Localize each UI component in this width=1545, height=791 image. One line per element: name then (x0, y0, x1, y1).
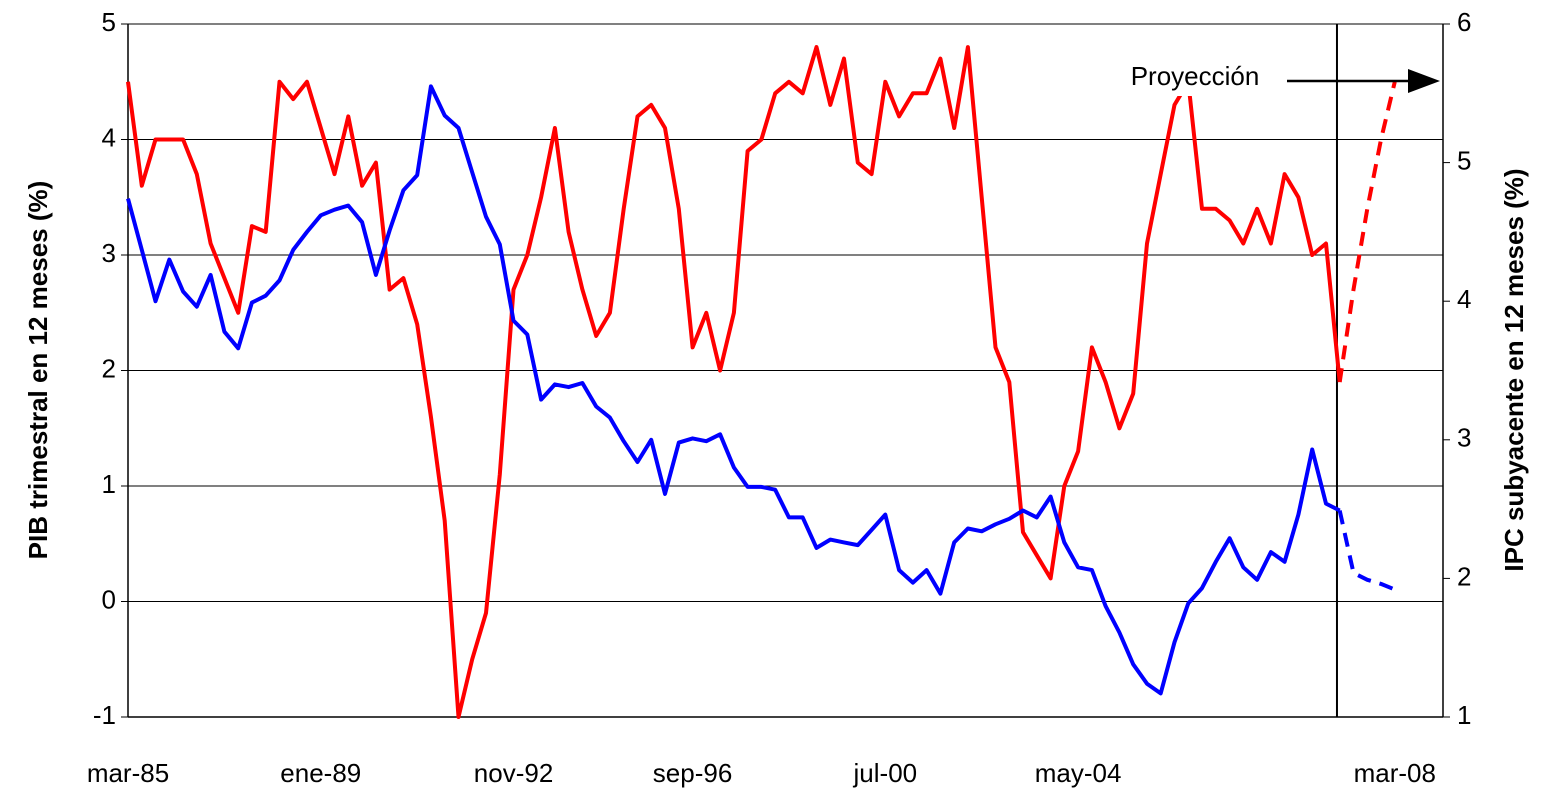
y-tick-label: 2 (102, 353, 116, 383)
series-line (1337, 510, 1396, 592)
annotation: Proyección (1131, 61, 1260, 91)
y2-tick-label: 4 (1457, 284, 1471, 314)
x-tick-label: mar-08 (1354, 758, 1436, 788)
series-line (126, 84, 1341, 696)
y2-axis-title: IPC subyacente en 12 meses (%) (1499, 168, 1529, 571)
y2-tick-label: 5 (1457, 145, 1471, 175)
x-tick-label: mar-85 (87, 758, 169, 788)
y-tick-label: -1 (93, 700, 116, 730)
y2-tick-label: 2 (1457, 561, 1471, 591)
series-line (1337, 81, 1397, 383)
y-tick-label: 3 (102, 238, 116, 268)
y-tick-label: 5 (102, 7, 116, 37)
x-tick-label: jul-00 (853, 758, 918, 788)
x-tick-label: nov-92 (474, 758, 554, 788)
y-axis-title: PIB trimestral en 12 meses (%) (23, 181, 53, 560)
x-tick-label: sep-96 (653, 758, 733, 788)
y2-tick-label: 3 (1457, 423, 1471, 453)
annotation-arrowhead (1408, 69, 1440, 93)
series-line (126, 45, 1342, 719)
y-tick-label: 1 (102, 469, 116, 499)
x-tick-label: ene-89 (280, 758, 361, 788)
y-tick-label: 4 (102, 122, 116, 152)
y-tick-label: 0 (102, 584, 116, 614)
x-tick-label: may-04 (1035, 758, 1122, 788)
annotation-bg (1115, 60, 1275, 96)
y2-tick-label: 6 (1457, 7, 1471, 37)
y2-tick-label: 1 (1457, 700, 1471, 730)
